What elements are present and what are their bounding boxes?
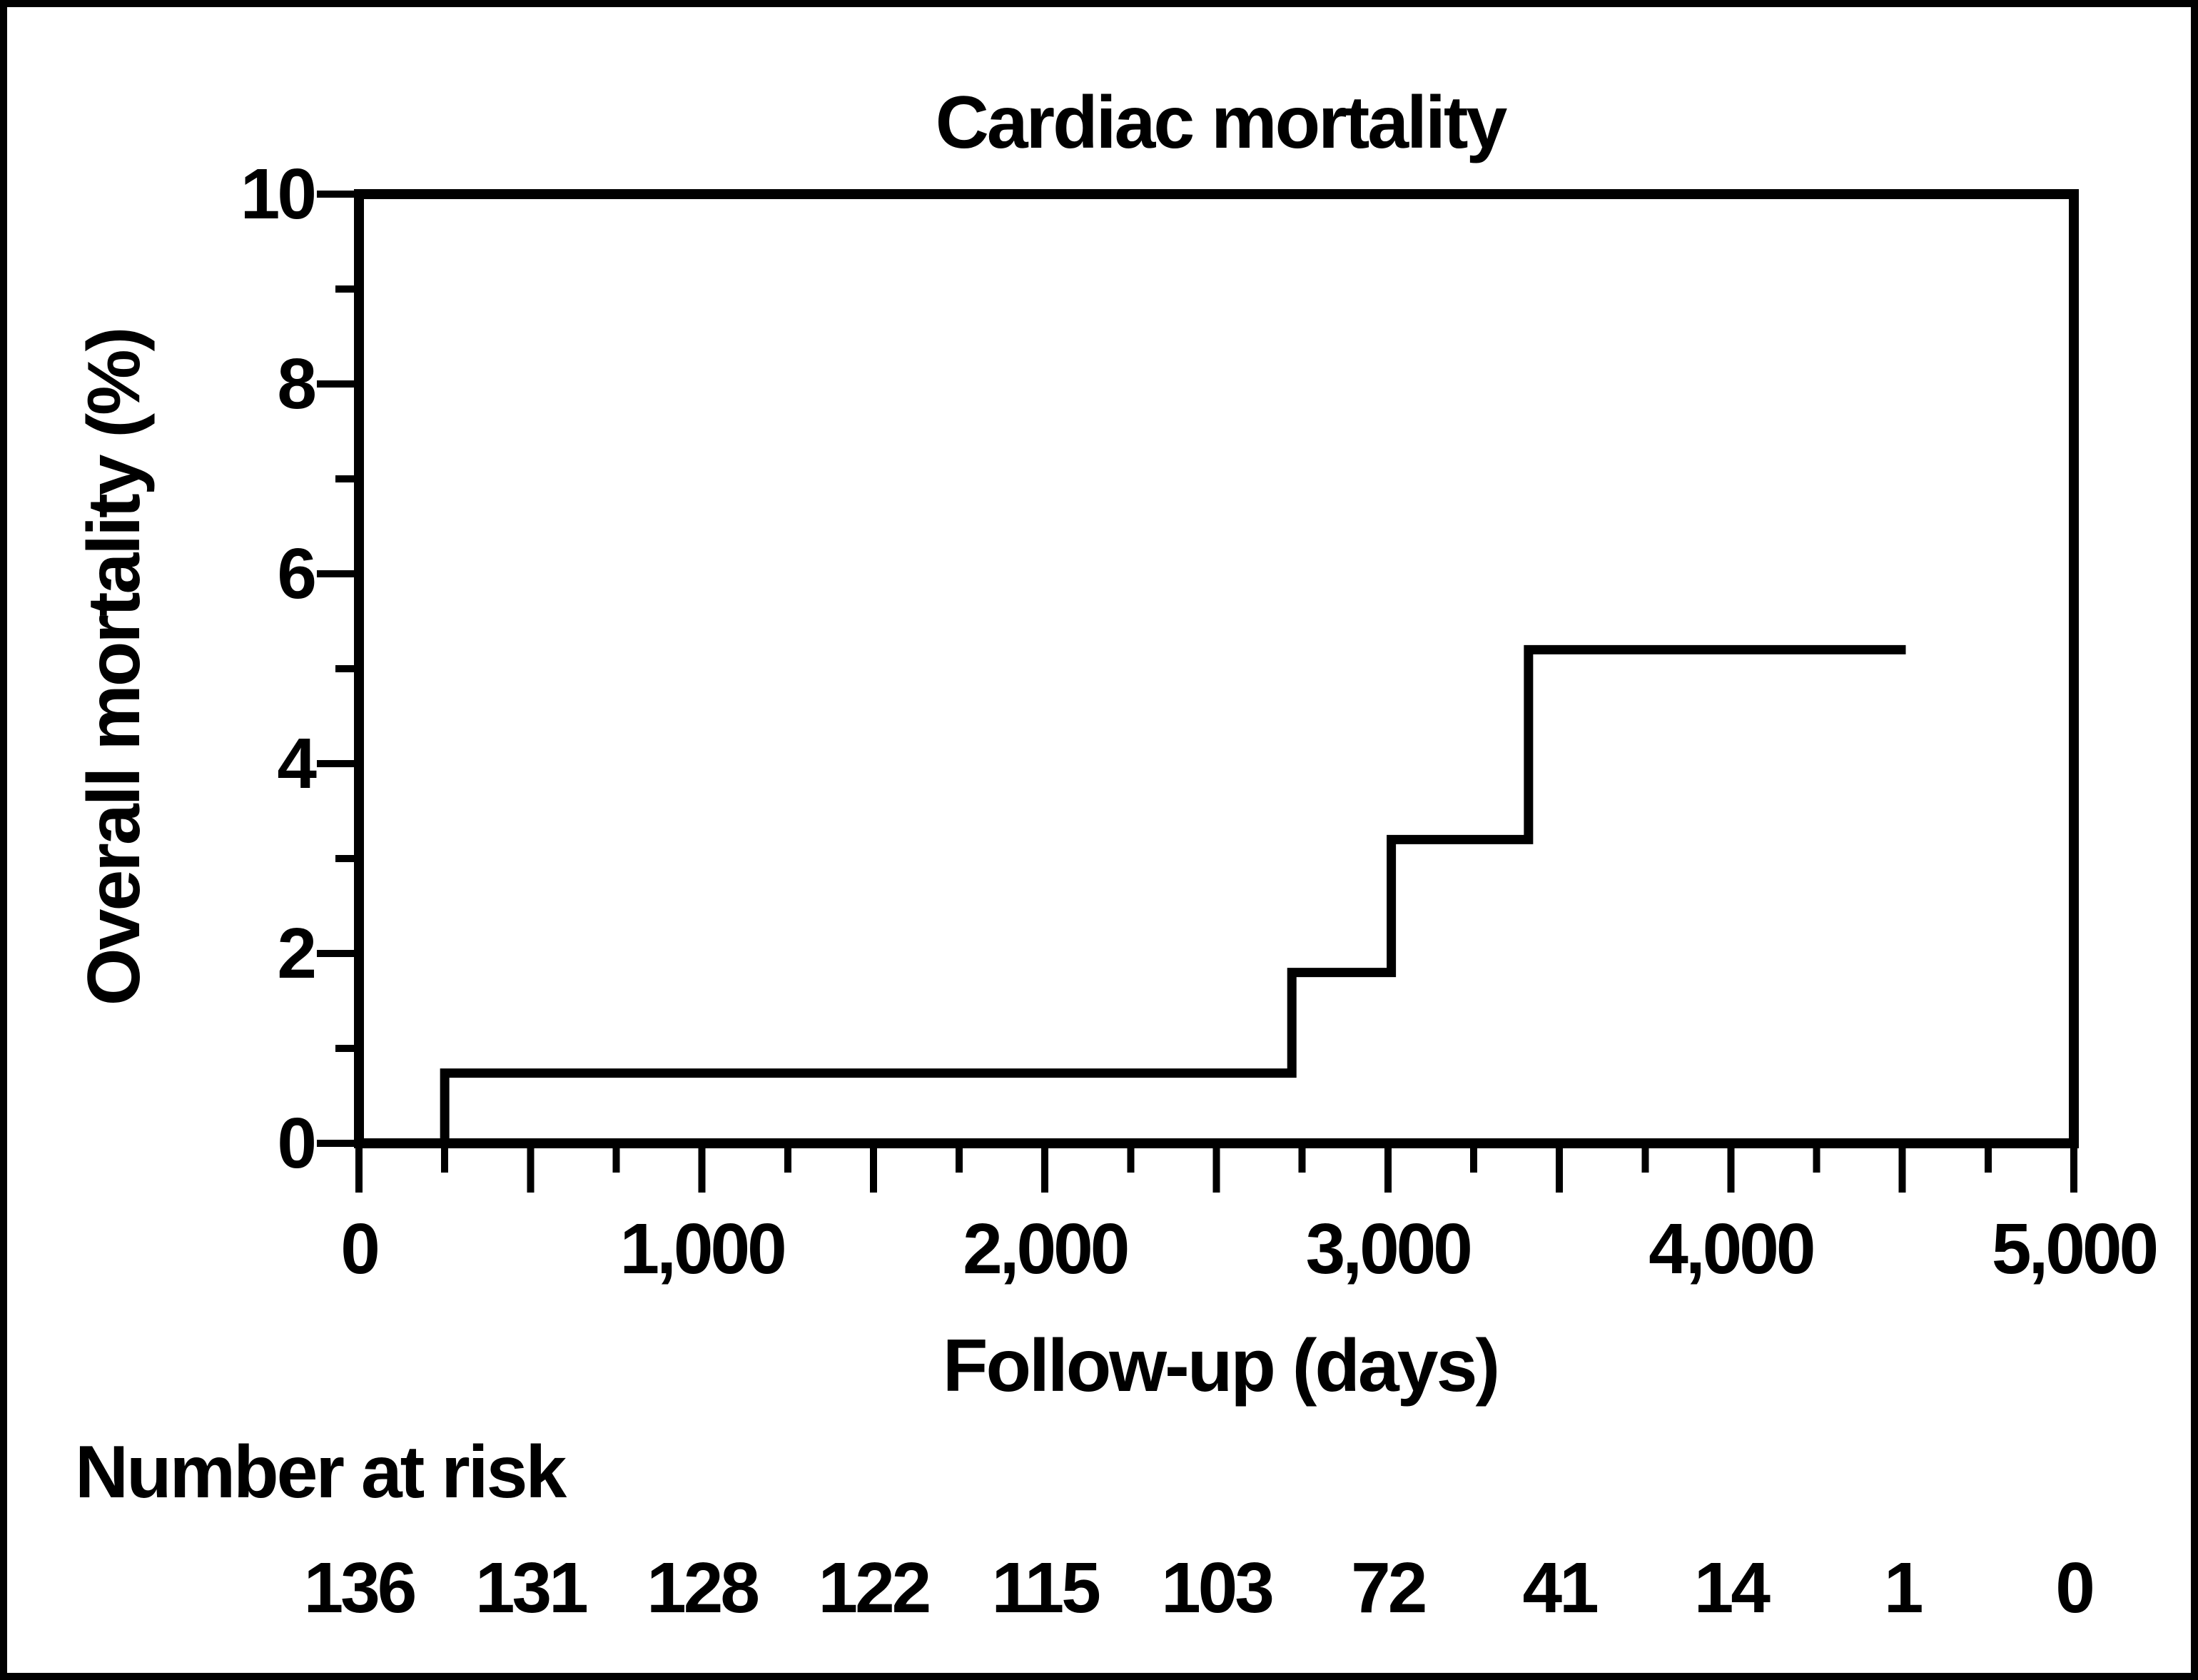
number-at-risk-value: 72	[1351, 1548, 1427, 1628]
number-at-risk-value: 136	[303, 1548, 417, 1628]
number-at-risk-value: 14	[1693, 1548, 1771, 1628]
x-tick-label: 1,000	[619, 1209, 786, 1289]
y-tick-label: 6	[277, 534, 317, 614]
x-tick-label: 2,000	[963, 1209, 1130, 1289]
y-tick-label: 4	[277, 724, 317, 804]
x-axis-ticks	[355, 1148, 2077, 1193]
chart-title: Cardiac mortality	[935, 81, 1508, 164]
y-axis-ticks	[317, 191, 354, 1147]
number-at-risk-label: Number at risk	[75, 1431, 567, 1514]
number-at-risk-value: 0	[2055, 1548, 2095, 1628]
number-at-risk-value: 122	[818, 1548, 931, 1628]
number-at-risk-value: 115	[991, 1548, 1101, 1628]
x-axis-label: Follow-up (days)	[942, 1325, 1500, 1407]
number-at-risk-value: 1	[1883, 1548, 1924, 1628]
number-at-risk-value: 128	[647, 1548, 760, 1628]
y-tick-label: 2	[277, 914, 317, 993]
x-tick-label: 4,000	[1648, 1209, 1815, 1289]
number-at-risk-value: 103	[1161, 1548, 1275, 1628]
y-axis-label: Overall mortality (%)	[73, 328, 156, 1006]
x-tick-label: 0	[340, 1209, 380, 1289]
plot-svg	[317, 189, 2079, 1193]
x-tick-label: 5,000	[1991, 1209, 2159, 1289]
y-tick-label: 0	[277, 1103, 317, 1183]
plot-frame	[354, 189, 2079, 1148]
y-tick-label: 8	[277, 344, 317, 424]
survival-step-curve	[359, 644, 1906, 1148]
number-at-risk-value: 131	[475, 1548, 589, 1628]
y-tick-label: 10	[240, 154, 317, 234]
number-at-risk-value: 41	[1522, 1548, 1599, 1628]
x-tick-label: 3,000	[1305, 1209, 1473, 1289]
